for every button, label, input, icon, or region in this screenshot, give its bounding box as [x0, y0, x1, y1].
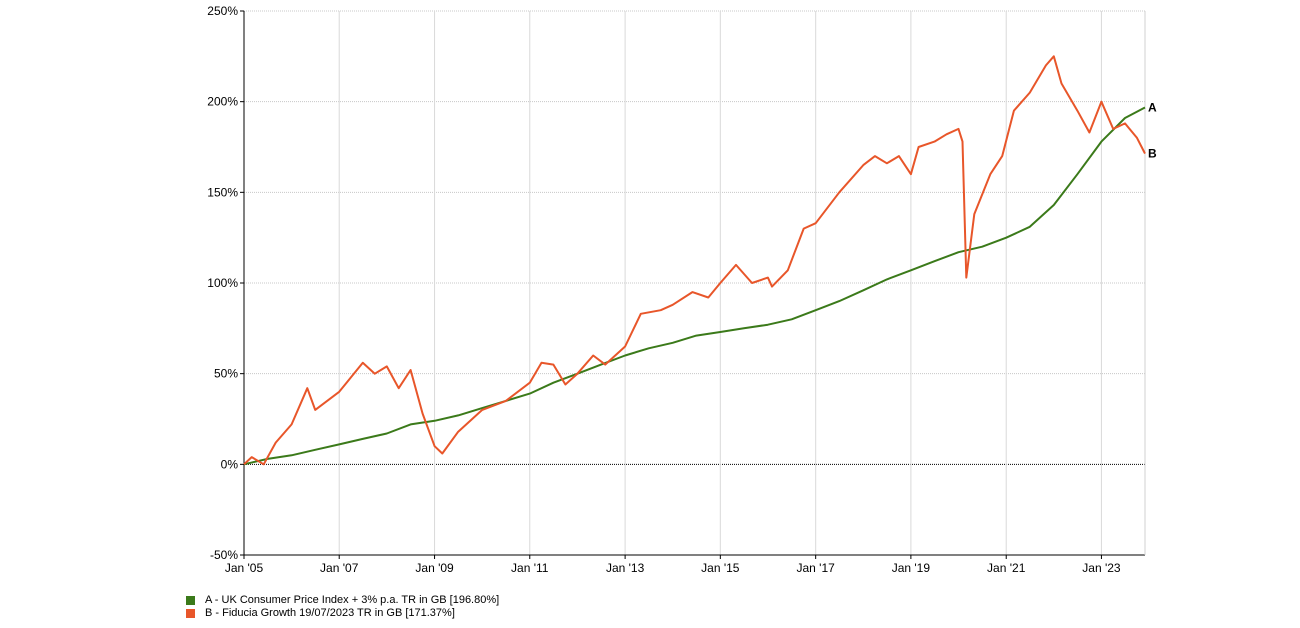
chart-legend: A - UK Consumer Price Index + 3% p.a. TR… [186, 594, 499, 620]
x-tick-label: Jan '17 [797, 561, 836, 575]
x-tick-label: Jan '07 [320, 561, 359, 575]
series-line-b [243, 55, 1146, 466]
x-tick-label: Jan '19 [892, 561, 931, 575]
legend-swatch-b [186, 609, 195, 618]
x-tick-label: Jan '15 [701, 561, 740, 575]
axes [240, 10, 1146, 559]
tick-labels: -50% 0% 50% 100% 150% 200% 250% Jan '05 Jan '07 J… [207, 4, 1157, 575]
legend-item-b: B - Fiducia Growth 19/07/2023 TR in GB [… [186, 607, 499, 620]
series-end-label-a: A [1148, 100, 1157, 114]
legend-item-a: A - UK Consumer Price Index + 3% p.a. TR… [186, 594, 499, 607]
x-tick-label: Jan '11 [511, 561, 549, 575]
y-tick-label: 0% [221, 457, 239, 471]
y-tick-label: 250% [207, 4, 238, 18]
x-tick-label: Jan '23 [1082, 561, 1121, 575]
gridlines [244, 10, 1145, 555]
y-tick-label: 150% [207, 185, 238, 199]
series-lines [243, 55, 1146, 466]
legend-label-a: A - UK Consumer Price Index + 3% p.a. TR… [205, 594, 500, 606]
series-end-label-b: B [1148, 147, 1157, 161]
x-tick-label: Jan '13 [606, 561, 645, 575]
x-tick-label: Jan '21 [987, 561, 1026, 575]
y-tick-label: 100% [207, 276, 238, 290]
x-tick-label: Jan '05 [225, 561, 264, 575]
y-tick-label: 50% [214, 367, 238, 381]
y-tick-label: -50% [210, 548, 238, 562]
y-tick-label: 200% [207, 95, 238, 109]
series-line-a [243, 106, 1146, 466]
legend-label-b: B - Fiducia Growth 19/07/2023 TR in GB [… [205, 607, 455, 619]
legend-swatch-a [186, 596, 195, 605]
x-tick-label: Jan '09 [415, 561, 454, 575]
